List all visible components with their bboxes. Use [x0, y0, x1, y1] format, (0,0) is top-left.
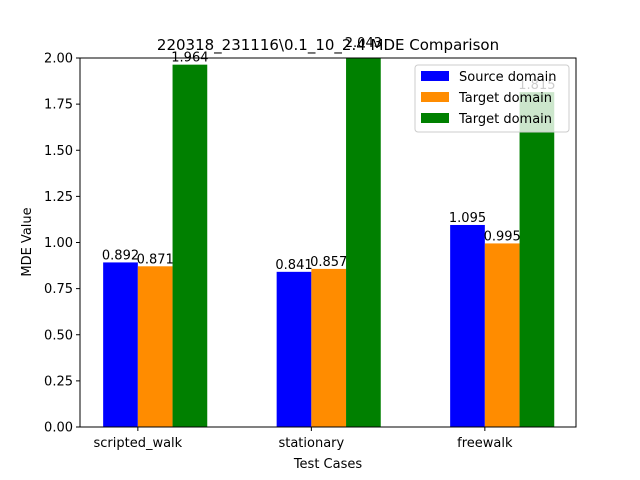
bar [346, 58, 381, 427]
value-label: 1.095 [449, 211, 486, 226]
y-tick-label: 0.00 [44, 421, 73, 436]
x-tick-label: stationary [278, 436, 344, 451]
legend-box [414, 64, 570, 133]
bar [276, 271, 312, 427]
y-tick-label: 1.00 [44, 236, 73, 251]
value-label: 1.964 [171, 51, 208, 66]
bar [172, 64, 208, 427]
x-axis-label: Test Cases [293, 457, 363, 472]
bar [484, 243, 520, 427]
bar [137, 266, 173, 427]
value-label: 0.995 [484, 229, 521, 244]
x-tick-label: scripted_walk [93, 436, 182, 451]
value-label: 0.841 [275, 258, 312, 273]
y-tick-label: 0.75 [44, 282, 73, 297]
y-tick-label: 1.50 [44, 144, 73, 159]
plot-area [103, 58, 555, 427]
legend-swatch [421, 113, 449, 123]
bar [311, 268, 347, 427]
legend-swatch [421, 92, 449, 102]
bar [103, 262, 138, 427]
chart-title: 220318_231116\0.1_10_2.4 MDE Comparison [157, 36, 499, 55]
y-tick-label: 1.25 [44, 190, 73, 205]
y-axis-label: MDE Value [20, 207, 35, 276]
y-tick-label: 1.75 [44, 98, 73, 113]
y-tick-label: 2.00 [44, 52, 73, 67]
value-label: 0.892 [102, 248, 139, 263]
legend-swatch [421, 71, 449, 81]
value-label: 0.857 [310, 255, 347, 270]
x-tick-label: freewalk [457, 436, 513, 451]
bar [519, 92, 555, 427]
value-label: 2.043 [345, 36, 382, 51]
legend-label: Target domain [458, 91, 552, 106]
y-tick-label: 0.25 [44, 374, 73, 389]
legend-label: Source domain [459, 70, 556, 85]
y-tick-label: 0.50 [44, 328, 73, 343]
value-label: 0.871 [137, 252, 174, 267]
bar [450, 224, 485, 427]
legend-label: Target domain [458, 112, 552, 127]
